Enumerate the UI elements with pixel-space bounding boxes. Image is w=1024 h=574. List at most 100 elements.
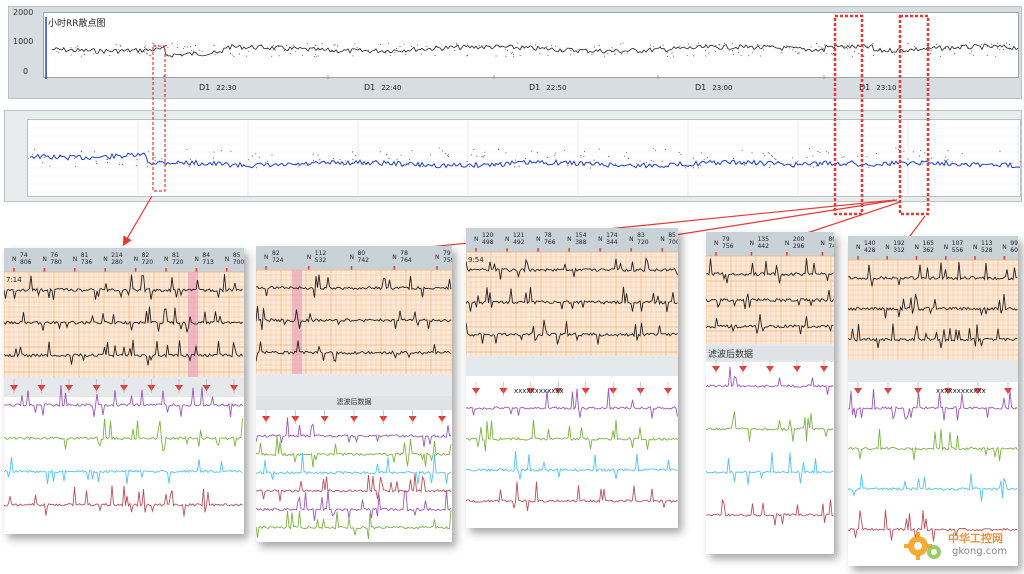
beat-rate: 120 [482, 232, 494, 239]
filtered-data-label: 滤波后数据 [708, 350, 754, 360]
beat-type: N [660, 236, 665, 243]
beat-type: N [785, 240, 790, 247]
beat-rate: 81 [81, 252, 89, 259]
filtered-data-label: 滤波后数据 [336, 398, 372, 406]
x-tick-day: D1 [199, 83, 211, 92]
x-tick-time: 22:30 [216, 84, 237, 92]
beat-type: N [474, 236, 479, 243]
beat-label: N79759 [435, 250, 452, 264]
beat-rr: 312 [893, 247, 905, 254]
beat-rr: 428 [864, 247, 876, 254]
beat-rr: 700 [233, 259, 244, 266]
y-tick-1000: 1000 [13, 37, 34, 46]
rr-scatter-trace [45, 17, 1019, 79]
beat-type: N [856, 244, 861, 251]
beat-type: N [820, 240, 825, 247]
beat-rate: 107 [952, 240, 964, 247]
beat-type: N [1002, 244, 1007, 251]
beat-rr: 720 [142, 259, 154, 266]
rr-scatter-hour-plot: 小时RR散点图 [43, 12, 1019, 79]
beat-type: N [505, 236, 510, 243]
beat-rate: 78 [544, 232, 552, 239]
beat-type: N [435, 254, 440, 261]
beat-type: N [714, 240, 719, 247]
artifact-marks: xxxxxxxxxxxx [514, 387, 564, 395]
artifact-marks: xxxxxxxxxxxx [936, 387, 986, 395]
beat-type: N [307, 254, 312, 261]
ecg-zoom-panel-5: N 140 428 N 192 312 N 165 362 N 107 556 N 113 528 N 99 60… [848, 236, 1018, 566]
beat-type: N [194, 256, 199, 263]
x-tick-label: D1 23:00 [695, 83, 732, 92]
y-tick-0: 0 [23, 67, 29, 76]
beat-label: N99602 [1002, 240, 1018, 254]
beat-rr: 602 [1010, 247, 1018, 254]
highlight-box-2 [833, 14, 864, 216]
beat-rr: 700 [668, 239, 678, 246]
beat-rr: 764 [400, 257, 412, 264]
beat-rr: 724 [272, 257, 284, 264]
x-tick-time: 23:10 [876, 84, 897, 92]
beat-type: N [392, 254, 397, 261]
beat-rr: 766 [544, 239, 556, 246]
beat-type: N [350, 254, 355, 261]
beat-rate: 81 [172, 252, 180, 259]
watermark-cn: 中华工控网 [948, 532, 1003, 545]
beat-rate: 79 [443, 250, 451, 257]
beat-rr: 746 [828, 243, 834, 250]
watermark-domain: gkong.com [952, 546, 1008, 557]
beat-rate: 79 [722, 236, 730, 243]
ecg-zoom-panel-1: N 74 806 N 76 780 N 81 736 N 214 280 N 82 720 N 81 720 N 84… [4, 248, 244, 534]
beat-type: N [164, 256, 169, 263]
ecg-zoom-panel-3: N 120 498 N 121 492 N 78 766 N 154 388 N 174 344 N 83 720… [466, 228, 678, 528]
beat-rr: 362 [923, 247, 935, 254]
beat-rate: 84 [202, 252, 210, 259]
beat-type: N [944, 244, 949, 251]
beat-label: N80746 [820, 236, 834, 250]
x-tick-time: 23:00 [712, 84, 733, 92]
beat-type: N [225, 256, 230, 263]
x-tick-time: 22:50 [546, 84, 567, 92]
beat-rate: 174 [606, 232, 618, 239]
beat-rate: 82 [142, 252, 150, 259]
beat-type: N [749, 240, 754, 247]
beat-rr: 736 [81, 259, 93, 266]
beat-rr: 280 [111, 259, 123, 266]
beat-rate: 121 [513, 232, 525, 239]
beat-rate: 112 [315, 250, 327, 257]
beat-rate: 80 [828, 236, 834, 243]
watermark-logo: 中华工控网 gkong.com [900, 526, 1010, 566]
beat-rr: 498 [482, 239, 494, 246]
ecg-zoom-panel-2: N82724N112532N80742N78764N79759滤波后数据 [256, 246, 452, 542]
beat-rate: 99 [1010, 240, 1018, 247]
beat-rate: 85 [668, 232, 676, 239]
rr-trend-plot [27, 119, 1022, 198]
beat-rr: 720 [637, 239, 649, 246]
beat-rate: 154 [575, 232, 587, 239]
beat-rr: 759 [443, 257, 452, 264]
gear-logo-icon [904, 532, 941, 560]
beat-rate: 192 [893, 240, 905, 247]
ecg-zoom-panel-4: N79756N135442N200296N80746滤波后数据 [706, 232, 834, 554]
beat-rate: 80 [358, 250, 366, 257]
beat-rate: 135 [757, 236, 769, 243]
beat-rr: 713 [202, 259, 214, 266]
x-tick-day: D1 [695, 83, 707, 92]
arrow-to-panel-1 [122, 195, 153, 247]
